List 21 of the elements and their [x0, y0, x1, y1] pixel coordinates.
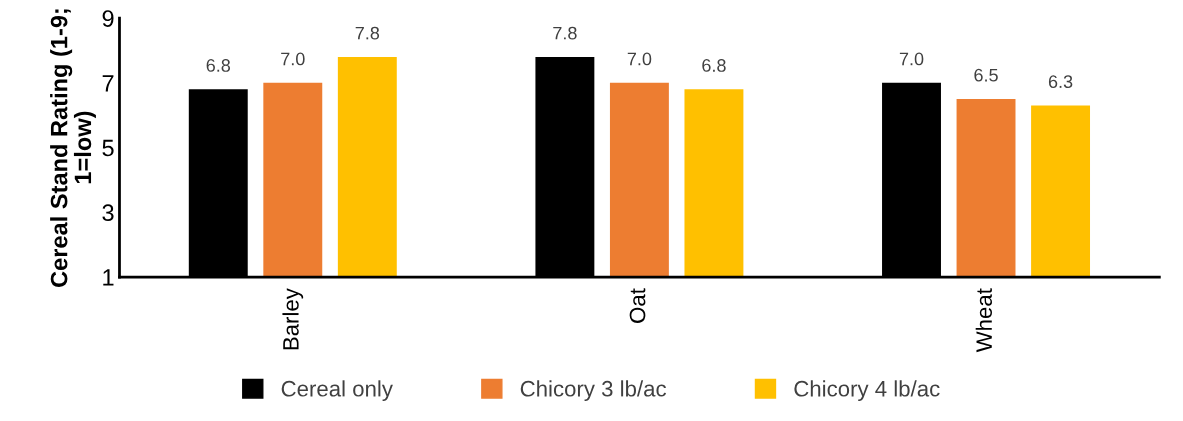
x-tick-label: Barley — [282, 288, 304, 350]
data-label: 7.0 — [281, 52, 305, 66]
data-label: 7.0 — [627, 52, 652, 66]
data-label: 6.8 — [206, 59, 231, 72]
data-label: 7.0 — [899, 52, 924, 66]
x-tick-label: Oat — [629, 288, 646, 323]
data-label: 6.8 — [702, 59, 726, 72]
data-label: 6.5 — [974, 68, 998, 82]
data-label: 7.8 — [553, 26, 577, 40]
legend-label: Cereal only — [281, 380, 393, 401]
x-tick-label: Wheat — [975, 288, 992, 353]
legend-label: Chicory 4 lb/ac — [794, 380, 940, 401]
y-axis-title: Cereal Stand Rating (1-9; 1=low) — [50, 9, 96, 287]
y-tick-label: 7 — [102, 75, 114, 92]
y-tick-label: 9 — [102, 10, 114, 27]
y-tick-label: 5 — [102, 139, 114, 157]
y-tick-label: 3 — [102, 204, 114, 222]
data-label: 7.8 — [355, 26, 380, 40]
y-tick-label: 1 — [103, 269, 114, 286]
legend-label: Chicory 3 lb/ac — [520, 380, 667, 401]
data-label: 6.3 — [1048, 75, 1073, 89]
